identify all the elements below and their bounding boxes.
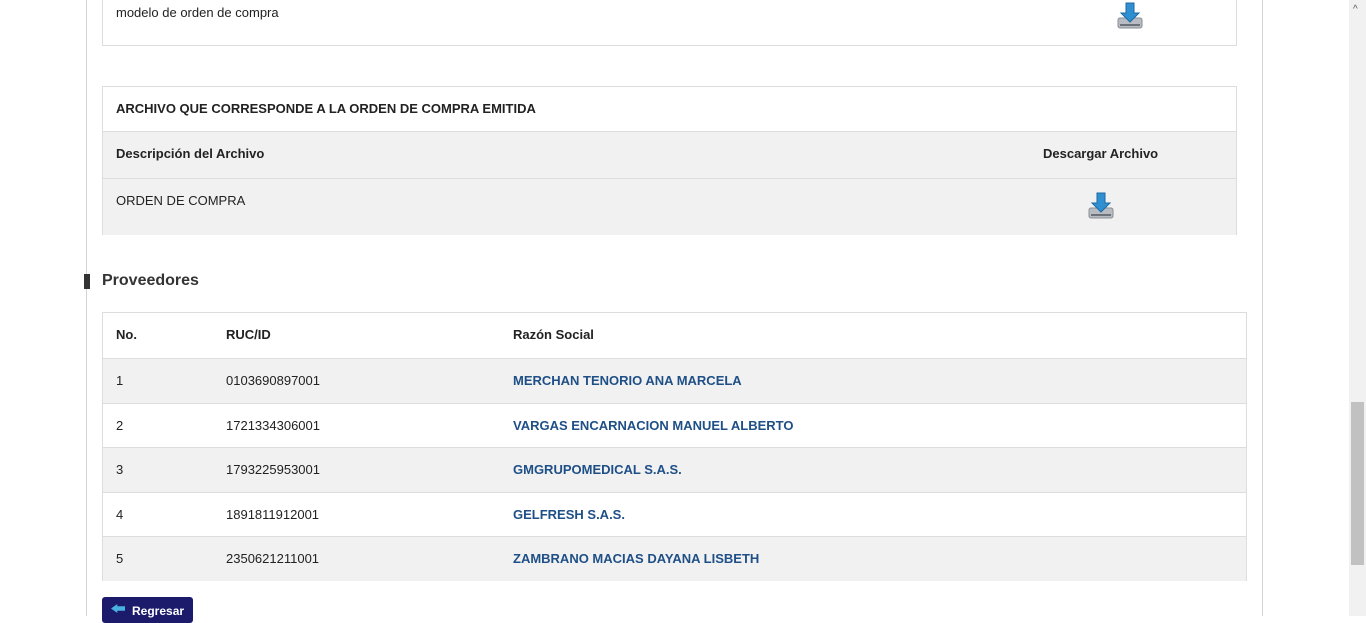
table-header: No. RUC/ID Razón Social <box>103 313 1246 358</box>
col-desc: Descripción del Archivo <box>116 146 265 161</box>
archivo-table: ARCHIVO QUE CORRESPONDE A LA ORDEN DE CO… <box>102 86 1237 235</box>
row-no: 2 <box>116 417 124 433</box>
col-ruc: RUC/ID <box>226 327 271 342</box>
supplier-link[interactable]: MERCHAN TENORIO ANA MARCELA <box>513 373 742 388</box>
table-row: 4 1891811912001 GELFRESH S.A.S. <box>103 491 1246 537</box>
archivo-header: Descripción del Archivo Descargar Archiv… <box>103 131 1236 178</box>
heading-marker <box>84 274 90 289</box>
section-heading: Proveedores <box>102 272 199 289</box>
row-ruc: 2350621211001 <box>226 551 320 567</box>
download-icon[interactable] <box>1086 191 1116 221</box>
scrollbar-thumb[interactable] <box>1351 402 1364 565</box>
row-no: 4 <box>116 506 124 522</box>
row-ruc: 1793225953001 <box>226 462 320 478</box>
table-row: 3 1793225953001 GMGRUPOMEDICAL S.A.S. <box>103 447 1246 493</box>
row-ruc: 0103690897001 <box>226 373 320 388</box>
row-ruc: 1721334306001 <box>226 417 320 433</box>
model-file-label: modelo de orden de compra <box>116 5 279 20</box>
back-button-label: Regresar <box>132 604 185 618</box>
col-razon: Razón Social <box>513 327 594 342</box>
row-no: 5 <box>116 551 124 567</box>
arrow-left-icon <box>111 604 125 613</box>
supplier-link[interactable]: GMGRUPOMEDICAL S.A.S. <box>513 462 682 478</box>
table-row: 5 2350621211001 ZAMBRANO MACIAS DAYANA L… <box>103 536 1246 582</box>
model-file-box: modelo de orden de compra <box>102 0 1237 46</box>
row-no: 1 <box>116 373 124 388</box>
col-download: Descargar Archivo <box>1043 146 1159 161</box>
row-no: 3 <box>116 462 124 478</box>
back-button[interactable]: Regresar <box>102 597 193 623</box>
file-desc: ORDEN DE COMPRA <box>116 193 246 208</box>
table-row: ORDEN DE COMPRA <box>103 178 1236 235</box>
row-ruc: 1891811912001 <box>226 506 320 522</box>
supplier-link[interactable]: ZAMBRANO MACIAS DAYANA LISBETH <box>513 551 760 567</box>
proveedores-table: No. RUC/ID Razón Social 1 0103690897001 … <box>102 312 1247 582</box>
supplier-link[interactable]: GELFRESH S.A.S. <box>513 506 625 522</box>
col-no: No. <box>116 327 137 342</box>
table-row: 2 1721334306001 VARGAS ENCARNACION MANUE… <box>103 402 1246 448</box>
scrollbar[interactable]: ^ <box>1349 0 1366 616</box>
download-icon[interactable] <box>1115 1 1145 31</box>
scroll-up-icon[interactable]: ^ <box>1353 4 1358 15</box>
content-right-border <box>1262 0 1263 616</box>
supplier-link[interactable]: VARGAS ENCARNACION MANUEL ALBERTO <box>513 417 794 433</box>
table-row: 1 0103690897001 MERCHAN TENORIO ANA MARC… <box>103 358 1246 403</box>
archivo-title: ARCHIVO QUE CORRESPONDE A LA ORDEN DE CO… <box>116 101 536 116</box>
content-left-border <box>86 0 87 616</box>
